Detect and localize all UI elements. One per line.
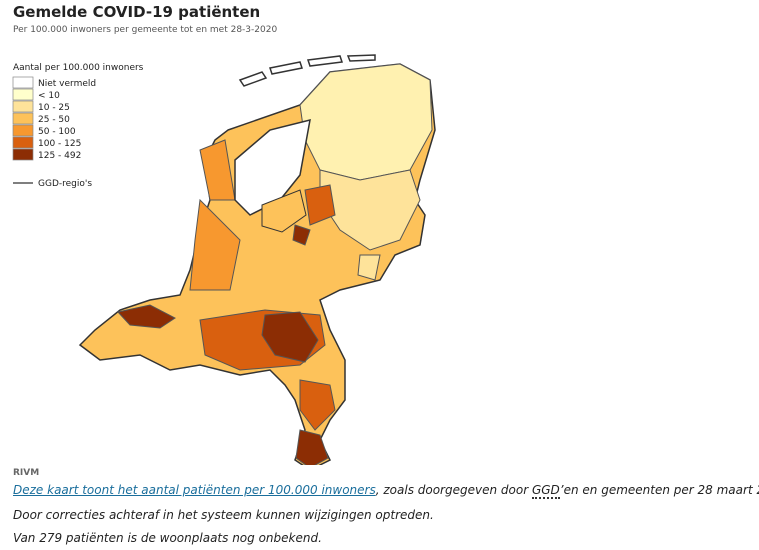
caption-link[interactable]: Deze kaart toont het aantal patiënten pe… — [13, 483, 376, 497]
legend-swatch — [12, 136, 34, 149]
limburg-region — [299, 379, 336, 431]
caption-text: , zoals doorgegeven door — [375, 483, 532, 497]
region — [304, 184, 336, 226]
legend-label: 100 - 125 — [38, 139, 81, 149]
ggd-label: GGD-regio's — [38, 179, 92, 189]
legend-label: < 10 — [38, 91, 60, 101]
limburg-region — [295, 429, 329, 465]
legend-swatch — [12, 88, 34, 101]
north-region — [299, 63, 433, 181]
legend-label: 10 - 25 — [38, 103, 70, 113]
region — [357, 254, 381, 281]
title: Gemelde COVID-19 patiënten — [13, 3, 261, 21]
caption-line: Deze kaart toont het aantal patiënten pe… — [13, 483, 759, 499]
legend: Niet vermeld < 10 10 - 25 25 - 50 50 - 100 10… — [12, 76, 96, 161]
map: Aantal per 100.000 inwoners Niet vermeld… — [12, 54, 436, 465]
legend-label: 125 - 492 — [38, 151, 81, 161]
caption-line: Door correcties achteraf in het systeem … — [13, 508, 434, 522]
legend-title: Aantal per 100.000 inwoners — [13, 63, 144, 73]
zeeland-region — [117, 304, 176, 329]
wadden-islands — [238, 54, 376, 87]
caption-line: Van 279 patiënten is de woonplaats nog o… — [13, 531, 322, 545]
caption-text: ’en en gemeenten per 28 maart 2020. — [559, 483, 759, 497]
legend-swatch — [12, 76, 34, 89]
legend-swatch — [12, 112, 34, 125]
legend-label: Niet vermeld — [38, 79, 96, 89]
legend-swatch — [12, 148, 34, 161]
brabant-region — [261, 311, 319, 363]
flevoland — [261, 189, 307, 233]
region — [189, 198, 241, 291]
source: RIVM — [13, 468, 40, 478]
region — [292, 224, 311, 246]
legend-swatch — [12, 124, 34, 137]
subtitle: Per 100.000 inwoners per gemeente tot en… — [13, 25, 278, 35]
legend-label: 50 - 100 — [38, 127, 76, 137]
legend-swatch — [12, 100, 34, 113]
abbr[interactable]: GGD — [531, 483, 560, 499]
ijsselmeer — [234, 118, 311, 216]
legend-label: 25 - 50 — [38, 115, 70, 125]
